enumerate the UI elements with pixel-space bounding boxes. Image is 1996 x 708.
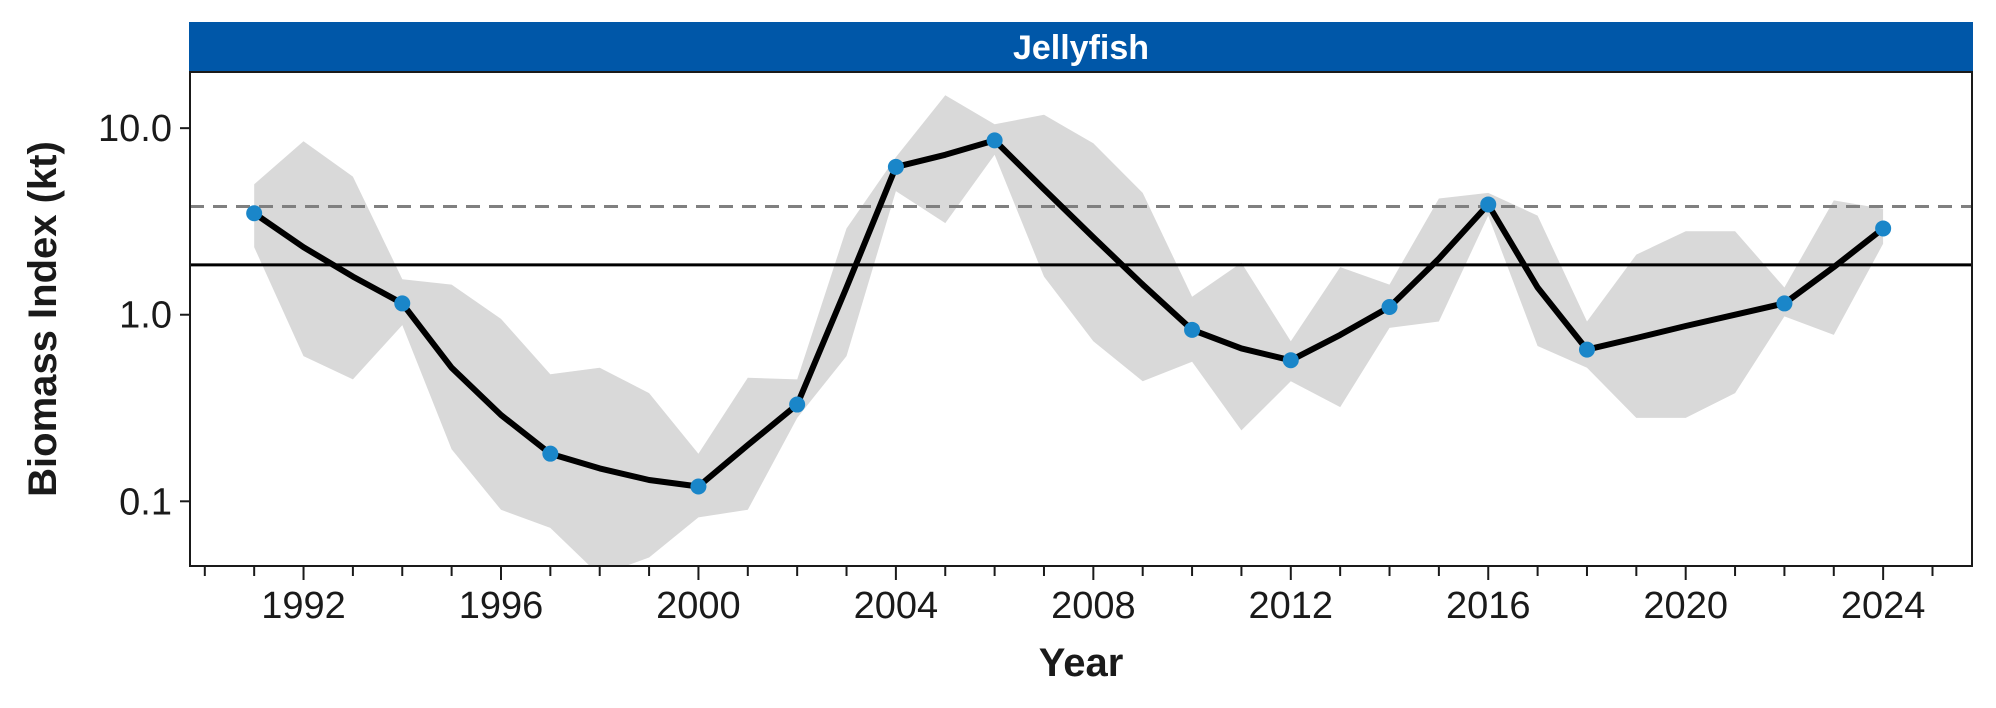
y-tick-label: 0.1 bbox=[119, 481, 172, 523]
x-tick-label: 2012 bbox=[1249, 585, 1334, 627]
data-point bbox=[246, 205, 263, 222]
data-point bbox=[1184, 321, 1201, 338]
x-tick-label: 1996 bbox=[459, 585, 544, 627]
chart-title: Jellyfish bbox=[1013, 29, 1149, 67]
data-point bbox=[1875, 220, 1892, 237]
confidence-ribbon bbox=[254, 95, 1884, 566]
data-point bbox=[1480, 196, 1497, 213]
data-point bbox=[1776, 295, 1793, 312]
x-tick-label: 2016 bbox=[1446, 585, 1531, 627]
data-point bbox=[1282, 352, 1299, 369]
plot-area bbox=[190, 95, 1972, 566]
data-points bbox=[246, 132, 1892, 495]
x-axis-title: Year bbox=[1039, 641, 1124, 685]
data-point bbox=[789, 396, 806, 413]
data-point bbox=[394, 295, 411, 312]
x-tick-label: 2004 bbox=[854, 585, 939, 627]
y-axis-title: Biomass Index (kt) bbox=[21, 141, 65, 497]
x-axis: 1992 1996 2000 2004 2008 2012 2016 2020 2024 bbox=[203, 566, 1934, 627]
data-point bbox=[690, 478, 707, 495]
data-point bbox=[542, 445, 559, 462]
data-point bbox=[887, 158, 904, 175]
x-tick-label: 2008 bbox=[1051, 585, 1136, 627]
data-point bbox=[986, 132, 1003, 149]
x-tick-label: 2020 bbox=[1643, 585, 1728, 627]
x-tick-label: 1992 bbox=[261, 585, 346, 627]
y-axis: 0.1 1.0 10.0 bbox=[98, 108, 190, 523]
y-tick-label: 1.0 bbox=[119, 295, 172, 337]
data-point bbox=[1578, 341, 1595, 358]
x-tick-label: 2024 bbox=[1841, 585, 1926, 627]
y-tick-label: 10.0 bbox=[98, 108, 172, 150]
panel-border bbox=[189, 71, 1973, 567]
x-tick-label: 2000 bbox=[656, 585, 741, 627]
series-line bbox=[251, 137, 1887, 490]
data-point bbox=[1381, 299, 1398, 316]
strip-background bbox=[189, 22, 1973, 72]
